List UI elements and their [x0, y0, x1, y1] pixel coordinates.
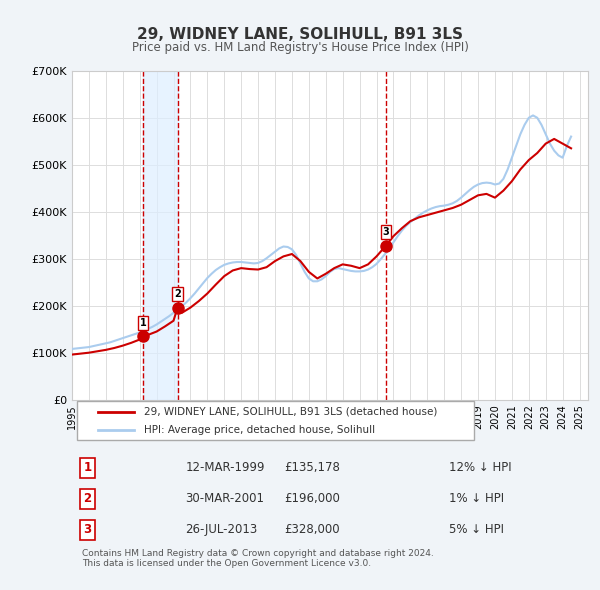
Text: 1: 1 [83, 461, 92, 474]
Text: £196,000: £196,000 [284, 492, 340, 505]
Text: 29, WIDNEY LANE, SOLIHULL, B91 3LS: 29, WIDNEY LANE, SOLIHULL, B91 3LS [137, 27, 463, 41]
Text: 30-MAR-2001: 30-MAR-2001 [185, 492, 265, 505]
Text: 3: 3 [83, 523, 92, 536]
FancyBboxPatch shape [77, 401, 475, 440]
Text: 12-MAR-1999: 12-MAR-1999 [185, 461, 265, 474]
Text: 3: 3 [383, 227, 389, 237]
Text: 1: 1 [140, 317, 146, 327]
Text: HPI: Average price, detached house, Solihull: HPI: Average price, detached house, Soli… [144, 425, 376, 435]
Text: 2: 2 [174, 289, 181, 299]
Text: Contains HM Land Registry data © Crown copyright and database right 2024.
This d: Contains HM Land Registry data © Crown c… [82, 549, 434, 568]
Text: 1% ↓ HPI: 1% ↓ HPI [449, 492, 504, 505]
Text: Price paid vs. HM Land Registry's House Price Index (HPI): Price paid vs. HM Land Registry's House … [131, 41, 469, 54]
Text: 26-JUL-2013: 26-JUL-2013 [185, 523, 258, 536]
Bar [143, 71, 178, 399]
Text: 5% ↓ HPI: 5% ↓ HPI [449, 523, 503, 536]
Text: 12% ↓ HPI: 12% ↓ HPI [449, 461, 511, 474]
Text: £135,178: £135,178 [284, 461, 340, 474]
Text: 2: 2 [83, 492, 92, 505]
Text: £328,000: £328,000 [284, 523, 340, 536]
Text: 29, WIDNEY LANE, SOLIHULL, B91 3LS (detached house): 29, WIDNEY LANE, SOLIHULL, B91 3LS (deta… [144, 407, 437, 417]
